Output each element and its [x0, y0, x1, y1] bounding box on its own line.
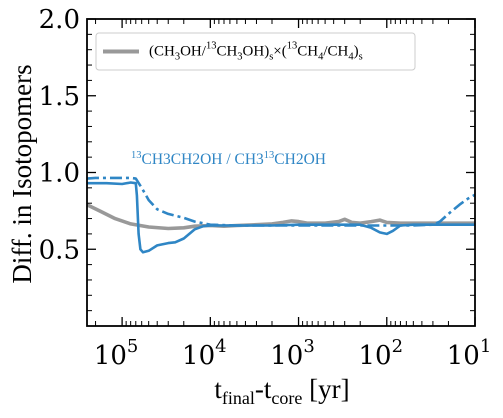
series-line-solid-blue: [87, 181, 475, 254]
series-line-solid-gray: [86, 203, 475, 231]
x-axis-title: tfinal-tcore [yr]: [214, 374, 349, 408]
y-tick-label: 1.5: [39, 82, 80, 112]
y-axis-title: Diff. in Isotopomers: [7, 64, 37, 283]
y-tick-label: 1.0: [39, 159, 80, 189]
x-tick-label: 103: [270, 336, 315, 371]
legend-label: (CH3OH/13CH3OH)s×(13CH4/CH4)s: [149, 41, 363, 63]
series-line-dashdot-blue: [86, 176, 476, 227]
legend-box: [95, 32, 416, 71]
plot-frame: [86, 18, 476, 327]
legend: (CH3OH/13CH3OH)s×(13CH4/CH4)s: [95, 32, 416, 71]
x-tick-label: 102: [359, 336, 404, 371]
x-tick-label: 105: [94, 336, 139, 371]
series-layer: [86, 176, 476, 254]
y-tick-label: 0.5: [39, 235, 80, 265]
x-tick-label: 104: [182, 336, 227, 371]
x-tick-label: 101: [447, 336, 492, 371]
series-annotation: 13CH3CH2OH / CH313CH2OH: [131, 150, 326, 168]
y-tick-label: 2.0: [39, 5, 80, 35]
